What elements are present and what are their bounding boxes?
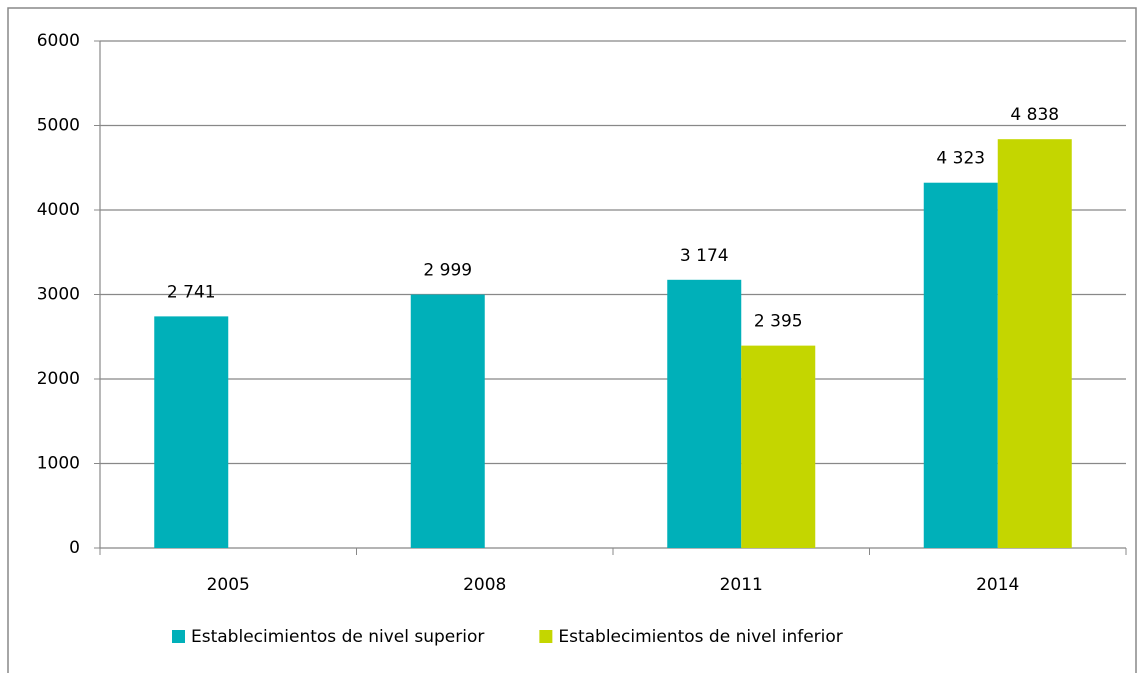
bar xyxy=(154,316,229,548)
x-tick-label: 2005 xyxy=(207,575,250,595)
bar xyxy=(410,294,485,548)
y-tick-label: 6000 xyxy=(37,31,80,51)
data-label: 2 741 xyxy=(167,282,216,302)
x-tick-label: 2014 xyxy=(976,575,1019,595)
x-tick-label: 2008 xyxy=(463,575,506,595)
data-label: 4 838 xyxy=(1010,105,1059,125)
data-label: 2 395 xyxy=(754,312,803,332)
legend-swatch xyxy=(539,630,553,643)
y-tick-label: 5000 xyxy=(37,116,80,136)
legend-label: Establecimientos de nivel superior xyxy=(191,627,484,647)
bar xyxy=(997,139,1072,548)
bar xyxy=(923,182,998,549)
y-tick-label: 0 xyxy=(69,538,80,558)
data-label: 4 323 xyxy=(936,149,985,169)
y-tick-label: 4000 xyxy=(37,200,80,220)
data-label: 3 174 xyxy=(680,246,729,266)
chart-frame xyxy=(7,7,1137,677)
y-tick-label: 1000 xyxy=(37,454,80,474)
y-tick-label: 2000 xyxy=(37,369,80,389)
bar xyxy=(667,279,742,548)
legend-swatch xyxy=(172,630,185,643)
y-tick-label: 3000 xyxy=(37,285,80,305)
bar xyxy=(741,345,816,548)
data-label: 2 999 xyxy=(423,261,472,281)
legend-label: Establecimientos de nivel inferior xyxy=(558,627,842,647)
x-tick-label: 2011 xyxy=(720,575,763,595)
